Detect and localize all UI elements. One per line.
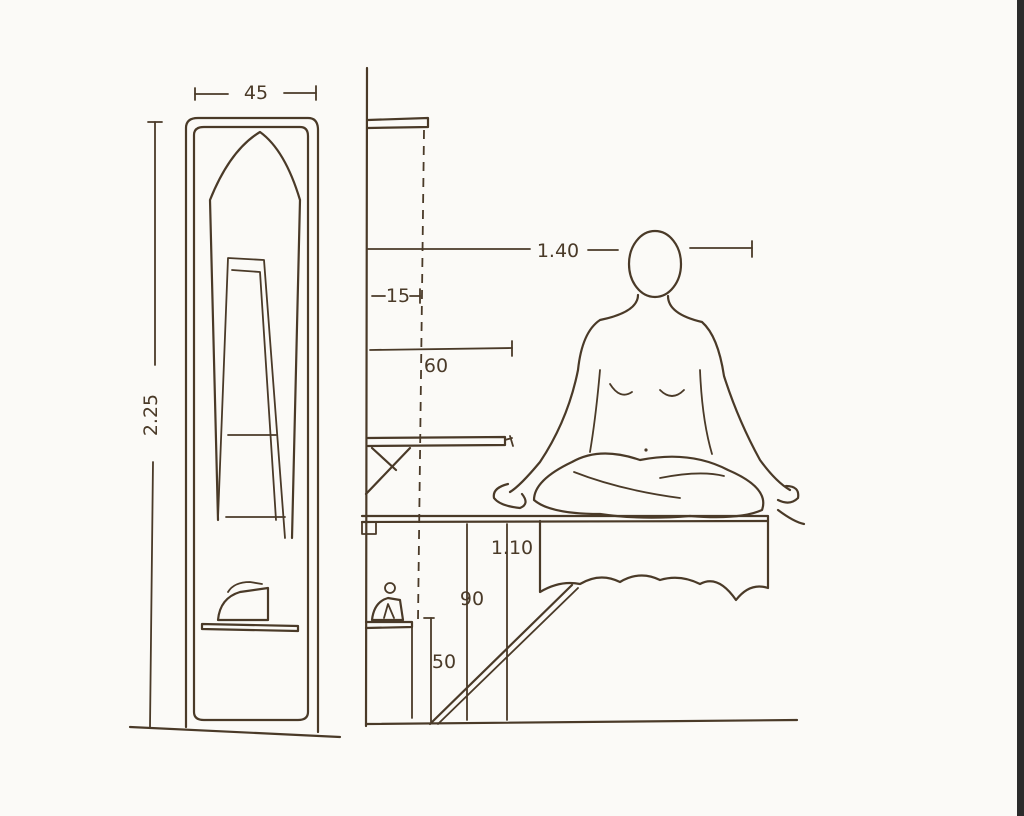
dim-board-length: 60	[369, 340, 513, 377]
folded-board	[364, 435, 514, 496]
lower-shelf	[364, 620, 414, 630]
dim-board-reach: 1.40	[367, 240, 753, 262]
wall-line	[364, 66, 369, 728]
section-view: 1.40 15 60	[360, 66, 806, 728]
wardrobe-shelf	[200, 622, 300, 633]
wardrobe-floor-line	[128, 725, 342, 739]
dim-wardrobe-width: 45	[194, 82, 317, 104]
dim-wardrobe-width-label: 45	[244, 82, 268, 104]
cabinet-face-dashed	[417, 129, 425, 621]
stored-board-outline	[208, 130, 302, 540]
figure-right-hand	[776, 484, 806, 526]
folded-board-top	[366, 435, 507, 448]
dim-shelf-height: 50	[423, 617, 456, 723]
figure-chest-left	[609, 383, 633, 396]
dim-board-reach-label: 1.40	[537, 240, 579, 262]
meditating-figure	[492, 229, 806, 526]
dim-board-height-label: 90	[460, 588, 484, 610]
iron-side-icon	[370, 596, 405, 622]
iron-icon	[216, 586, 270, 622]
figure-leg-fold	[573, 471, 681, 499]
figure-right-torso	[666, 294, 792, 492]
board-hinge	[361, 521, 377, 535]
stored-board-legs-inner	[231, 269, 277, 521]
dim-board-length-label: 60	[424, 355, 448, 377]
figure-foot	[659, 472, 725, 479]
page-edge	[1017, 0, 1024, 816]
figure-crossed-legs	[532, 452, 765, 519]
figure-left-torso	[508, 293, 640, 494]
figure-left-side	[589, 369, 601, 453]
figure-right-side	[699, 369, 713, 455]
dim-shelf-depth: 15	[371, 285, 421, 307]
wardrobe-elevation: 45 2.25	[128, 82, 342, 739]
iron-detail	[383, 603, 395, 619]
stored-board-legs	[217, 257, 286, 539]
dim-wardrobe-height: 2.25	[140, 121, 163, 728]
iron-knob	[384, 582, 396, 594]
board-top	[360, 514, 770, 524]
draped-cloth	[538, 519, 770, 602]
lower-cabinet	[364, 582, 414, 719]
wardrobe-outer	[184, 116, 320, 734]
dim-shelf-height-label: 50	[432, 651, 456, 673]
dim-table-height-label: 1.10	[491, 537, 533, 559]
wardrobe-inner-frame	[192, 125, 310, 722]
folded-board-bracket-b	[364, 446, 412, 496]
dim-shelf-depth-label: 15	[386, 285, 410, 307]
dim-wardrobe-height-label: 2.25	[140, 394, 162, 436]
figure-left-hand	[492, 482, 527, 510]
diagonal-support	[428, 583, 574, 726]
iron-handle	[227, 581, 263, 593]
figure-head	[627, 229, 683, 299]
figure-chest-right	[659, 389, 685, 397]
top-cap	[366, 116, 430, 130]
